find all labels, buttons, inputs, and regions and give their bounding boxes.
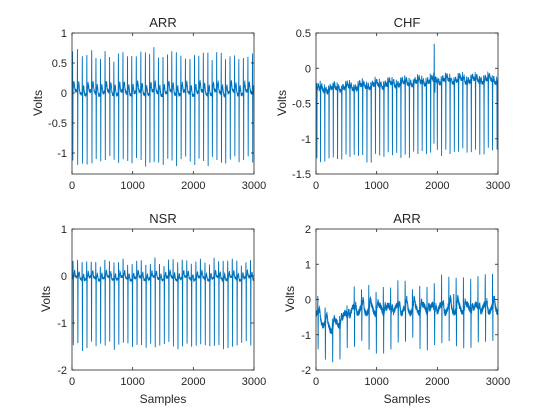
series-line [72, 47, 254, 167]
y-tick-label: 0 [305, 295, 311, 307]
y-tick-label: -1 [301, 134, 311, 146]
y-tick-label: 2 [305, 224, 311, 236]
subplot-bottom-left: NSR Volts Samples 0 1000 2000 3000 -2 -1 0 1 [39, 211, 266, 406]
subplot-title: NSR [149, 211, 176, 226]
y-tick-label: -1 [301, 330, 311, 342]
y-tick-label: -1 [57, 318, 67, 330]
y-tick-label: -1 [57, 148, 67, 160]
axes-box [71, 32, 255, 175]
x-tick-label: 3000 [242, 376, 266, 388]
y-tick-label: -0.5 [292, 99, 311, 111]
axes-box [71, 228, 255, 371]
y-tick-label: 1 [61, 28, 67, 40]
x-tick-label: 0 [313, 376, 319, 388]
x-tick-label: 1000 [120, 180, 144, 192]
y-axis-label: Volts [283, 286, 297, 312]
x-tick-label: 0 [69, 376, 75, 388]
y-tick-label: 1 [61, 224, 67, 236]
series-line [316, 273, 498, 363]
y-tick-label: 0.5 [296, 28, 311, 40]
subplot-title: CHF [394, 15, 421, 30]
y-axis-label: Volts [275, 90, 289, 116]
y-tick-label: -2 [301, 365, 311, 377]
x-tick-label: 1000 [364, 180, 388, 192]
x-tick-label: 0 [69, 180, 75, 192]
y-axis-label: Volts [31, 90, 45, 116]
x-axis-label: Samples [384, 392, 431, 406]
x-tick-label: 1000 [120, 376, 144, 388]
y-tick-label: -1.5 [292, 169, 311, 181]
y-tick-label: 0 [61, 88, 67, 100]
series-line [316, 43, 498, 163]
y-tick-label: -0.5 [48, 118, 67, 130]
x-tick-label: 2000 [425, 180, 449, 192]
x-tick-label: 2000 [425, 376, 449, 388]
y-tick-label: 0 [305, 63, 311, 75]
subplot-title: ARR [149, 15, 176, 30]
subplot-title: ARR [393, 211, 420, 226]
subplot-bottom-right: ARR Volts Samples 0 1000 2000 3000 -2 -1 0 1 2 [283, 211, 510, 406]
y-axis-label: Volts [39, 286, 53, 312]
subplot-top-left: ARR Volts 0 1000 2000 3000 -1 -0.5 0 0.5 1 [31, 15, 266, 192]
x-tick-label: 1000 [364, 376, 388, 388]
x-tick-label: 3000 [486, 376, 510, 388]
y-tick-label: 0.5 [52, 58, 67, 70]
x-tick-label: 3000 [486, 180, 510, 192]
x-tick-label: 3000 [242, 180, 266, 192]
subplot-top-right: CHF Volts 0 1000 2000 3000 -1.5 -1 -0.5 0 0.5 [275, 15, 510, 192]
x-tick-label: 2000 [181, 180, 205, 192]
x-tick-label: 0 [313, 180, 319, 192]
y-tick-label: -2 [57, 365, 67, 377]
y-tick-label: 0 [61, 271, 67, 283]
x-axis-label: Samples [140, 392, 187, 406]
x-tick-label: 2000 [181, 376, 205, 388]
y-tick-label: 1 [305, 259, 311, 271]
series-line [72, 257, 254, 351]
